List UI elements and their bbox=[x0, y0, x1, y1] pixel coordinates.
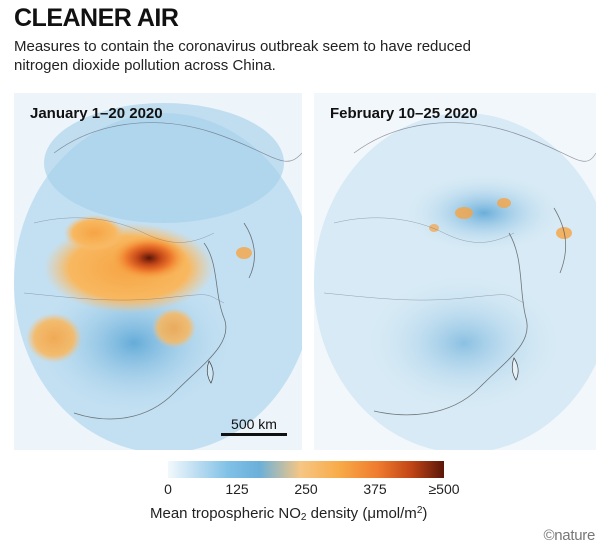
map-february-svg bbox=[314, 93, 596, 450]
map-label-february: February 10–25 2020 bbox=[330, 105, 478, 122]
province-border bbox=[333, 217, 515, 243]
haze-north bbox=[44, 103, 284, 223]
headline: CLEANER AIR bbox=[14, 4, 179, 32]
subtitle: Measures to contain the coronavirus outb… bbox=[14, 38, 471, 74]
nature-credit: ©nature bbox=[543, 527, 596, 544]
korea-coast bbox=[553, 207, 566, 274]
legend-title-pre: Mean tropospheric NO bbox=[150, 505, 301, 522]
province-border bbox=[33, 217, 215, 243]
map-panel-january: January 1–20 2020 500 km bbox=[14, 93, 302, 450]
scalebar-label: 500 km bbox=[231, 416, 277, 432]
pollution-spot bbox=[429, 224, 439, 232]
coastline bbox=[73, 242, 227, 420]
legend-tick: 125 bbox=[225, 481, 249, 497]
border-line bbox=[53, 122, 302, 162]
coastline bbox=[373, 232, 528, 416]
legend-title-sub: 2 bbox=[300, 512, 307, 523]
province-border bbox=[23, 292, 225, 304]
legend-title-mid: density (μmol/m bbox=[306, 505, 417, 522]
border-line bbox=[353, 122, 596, 162]
haze-south bbox=[364, 273, 564, 413]
legend-title-post: ) bbox=[422, 505, 428, 522]
legend-tick: 250 bbox=[294, 481, 318, 497]
haze-north bbox=[404, 173, 564, 253]
map-january-svg bbox=[14, 93, 302, 450]
korea-coast bbox=[243, 222, 255, 279]
legend-ticks: 0 125 250 375 ≥500 bbox=[164, 481, 459, 501]
pollution-spot bbox=[455, 207, 473, 219]
province-border bbox=[323, 292, 525, 304]
map-label-january: January 1–20 2020 bbox=[30, 105, 163, 122]
pollution-yangtze bbox=[152, 308, 196, 348]
pollution-sichuan-hotspot bbox=[64, 215, 124, 251]
scalebar: 500 km bbox=[221, 416, 287, 436]
scalebar-line bbox=[221, 433, 287, 436]
taiwan-outline bbox=[511, 357, 519, 381]
taiwan-outline bbox=[206, 360, 214, 384]
color-legend: 0 125 250 375 ≥500 bbox=[164, 461, 460, 501]
pollution-southwest bbox=[26, 313, 82, 363]
pollution-korea bbox=[236, 247, 252, 259]
legend-tick: 0 bbox=[164, 481, 172, 497]
legend-tick: ≥500 bbox=[428, 481, 460, 497]
map-panel-february: February 10–25 2020 bbox=[314, 93, 596, 450]
legend-title-sup: 2 bbox=[416, 505, 423, 516]
pollution-hotspot-core bbox=[111, 236, 187, 280]
legend-tick: 375 bbox=[363, 481, 387, 497]
legend-title: Mean tropospheric NO2 density (μmol/m2) bbox=[150, 505, 427, 523]
pollution-spot bbox=[497, 198, 511, 208]
legend-colorbar bbox=[168, 461, 444, 478]
